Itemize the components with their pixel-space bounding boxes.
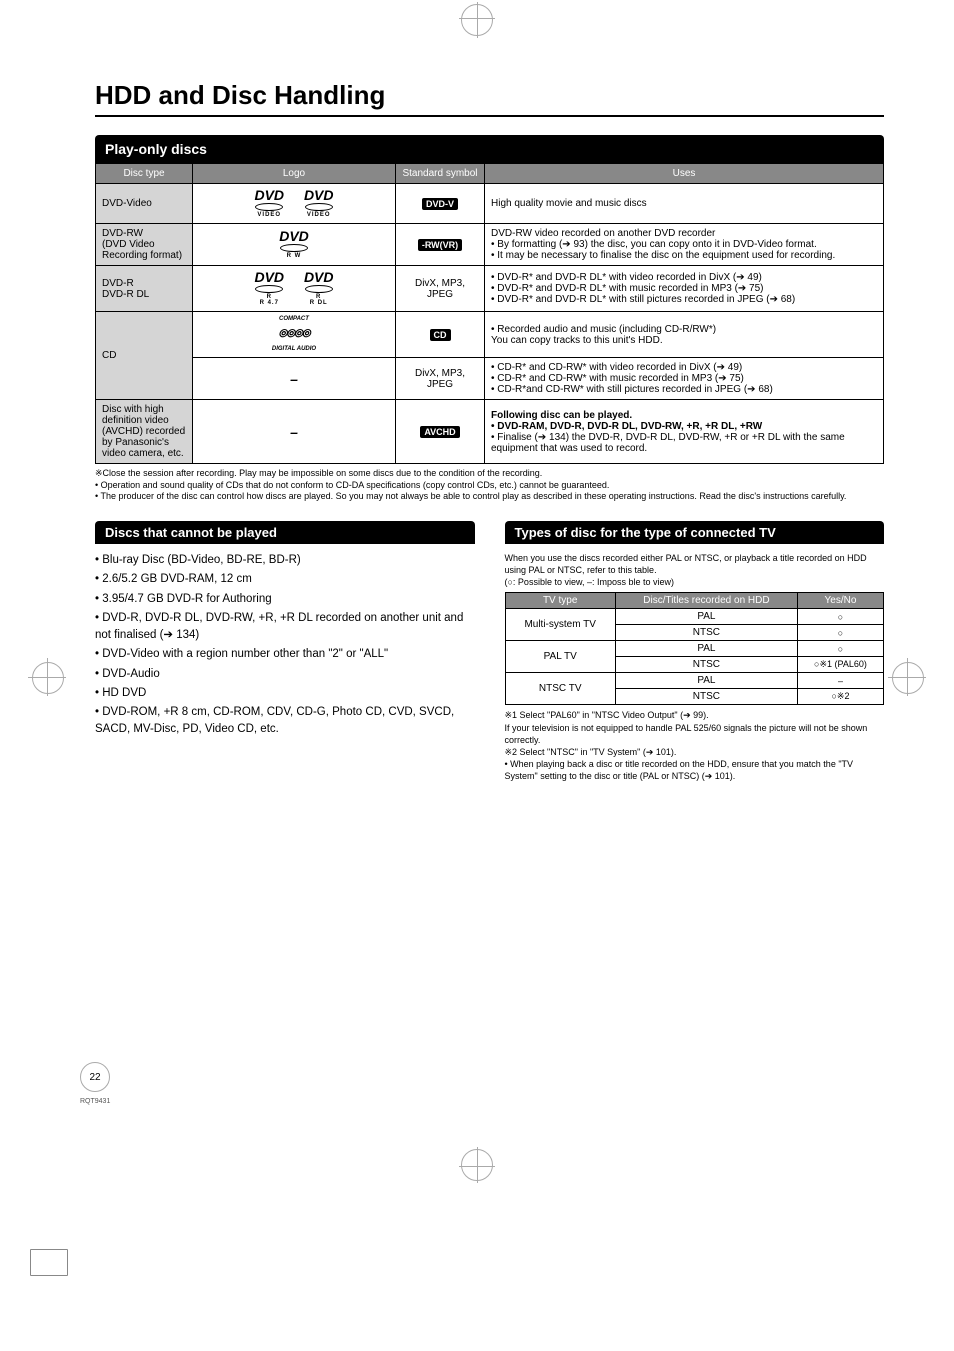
page-content: HDD and Disc Handling Play-only discs Di…	[0, 40, 954, 1145]
th-disc-titles: Disc/Titles recorded on HDD	[615, 593, 797, 609]
document-id: RQT9431	[80, 1098, 110, 1105]
th-uses: Uses	[485, 164, 884, 184]
right-column: Types of disc for the type of connected …	[505, 521, 885, 782]
table-row: – DivX, MP3, JPEG • CD-R* and CD-RW* wit…	[96, 358, 884, 400]
list-item: 3.95/4.7 GB DVD-R for Authoring	[95, 591, 475, 608]
table-row: DVD-R DVD-R DL DVDR R 4.7 DVDR R DL DivX…	[96, 266, 884, 312]
list-item: DVD-R, DVD-R DL, DVD-RW, +R, +R DL recor…	[95, 610, 475, 645]
th-disc-type: Disc type	[96, 164, 193, 184]
list-item: DVD-Video with a region number other tha…	[95, 646, 475, 663]
crop-mark-right	[890, 660, 924, 694]
section-play-only-discs: Play-only discs	[95, 135, 884, 163]
table-row: Disc with high definition video (AVCHD) …	[96, 400, 884, 464]
th-yes-no: Yes/No	[797, 593, 883, 609]
cd-logo-icon: COMPACT ⦾⦾⦾⦾ DIGITAL AUDIO	[272, 316, 316, 353]
cell-uses: DVD-RW video recorded on another DVD rec…	[485, 224, 884, 266]
cell-symbol: DivX, MP3, JPEG	[396, 358, 485, 400]
header-discs-cannot-play: Discs that cannot be played	[95, 521, 475, 544]
cell-symbol: DivX, MP3, JPEG	[396, 266, 485, 312]
tv-intro: When you use the discs recorded either P…	[505, 552, 885, 588]
cell-logo: –	[193, 400, 396, 464]
cell-type: DVD-RW (DVD Video Recording format)	[96, 224, 193, 266]
tv-notes: ※1 Select "PAL60" in "NTSC Video Output"…	[505, 709, 885, 782]
list-item: HD DVD	[95, 685, 475, 702]
th-symbol: Standard symbol	[396, 164, 485, 184]
table-row: Multi-system TV PAL ○	[505, 609, 884, 625]
table-notes: ※Close the session after recording. Play…	[95, 468, 884, 503]
crop-mark-left	[30, 660, 64, 694]
table-row: DVD-RW (DVD Video Recording format) DVDR…	[96, 224, 884, 266]
page-number: 22	[80, 1062, 110, 1092]
cell-logo: COMPACT ⦾⦾⦾⦾ DIGITAL AUDIO	[193, 312, 396, 358]
cell-uses: • Recorded audio and music (including CD…	[485, 312, 884, 358]
cell-type: DVD-R DVD-R DL	[96, 266, 193, 312]
list-item: Blu-ray Disc (BD-Video, BD-RE, BD-R)	[95, 552, 475, 569]
cell-uses: Following disc can be played. • DVD-RAM,…	[485, 400, 884, 464]
dvd-logo-icon: DVDR W	[279, 229, 309, 259]
disc-table: Disc type Logo Standard symbol Uses DVD-…	[95, 163, 884, 464]
table-row: PAL TV PAL ○	[505, 641, 884, 657]
list-item: DVD-Audio	[95, 666, 475, 683]
dvd-logo-icon: DVDVIDEO	[304, 188, 334, 218]
cell-uses: • DVD-R* and DVD-R DL* with video record…	[485, 266, 884, 312]
cell-uses: High quality movie and music discs	[485, 184, 884, 224]
title-underline	[95, 115, 884, 117]
cell-symbol: AVCHD	[396, 400, 485, 464]
list-item: 2.6/5.2 GB DVD-RAM, 12 cm	[95, 571, 475, 588]
cell-type: Disc with high definition video (AVCHD) …	[96, 400, 193, 464]
tv-table: TV type Disc/Titles recorded on HDD Yes/…	[505, 592, 885, 705]
page-title: HDD and Disc Handling	[95, 80, 884, 111]
cell-symbol: CD	[396, 312, 485, 358]
cell-logo: DVDR W	[193, 224, 396, 266]
cannot-play-list: Blu-ray Disc (BD-Video, BD-RE, BD-R) 2.6…	[95, 552, 475, 739]
cell-uses: • CD-R* and CD-RW* with video recorded i…	[485, 358, 884, 400]
cell-symbol: -RW(VR)	[396, 224, 485, 266]
header-tv-types: Types of disc for the type of connected …	[505, 521, 885, 544]
table-row: DVD-Video DVDVIDEO DVDVIDEO DVD-V High q…	[96, 184, 884, 224]
cell-type: DVD-Video	[96, 184, 193, 224]
dvd-logo-icon: DVDR R 4.7	[254, 270, 284, 306]
crop-mark-top	[0, 0, 954, 40]
th-logo: Logo	[193, 164, 396, 184]
left-column: Discs that cannot be played Blu-ray Disc…	[95, 521, 475, 782]
cell-symbol: DVD-V	[396, 184, 485, 224]
table-row: NTSC TV PAL –	[505, 673, 884, 689]
cell-logo: DVDR R 4.7 DVDR R DL	[193, 266, 396, 312]
book-fold-icon	[30, 1249, 70, 1277]
table-row: CD COMPACT ⦾⦾⦾⦾ DIGITAL AUDIO CD • Recor…	[96, 312, 884, 358]
cell-logo: DVDVIDEO DVDVIDEO	[193, 184, 396, 224]
list-item: DVD-ROM, +R 8 cm, CD-ROM, CDV, CD-G, Pho…	[95, 704, 475, 739]
cell-type: CD	[96, 312, 193, 400]
page-footer: 22 RQT9431	[95, 1062, 884, 1105]
crop-mark-bottom	[0, 1145, 954, 1185]
cell-logo: –	[193, 358, 396, 400]
th-tv-type: TV type	[505, 593, 615, 609]
dvd-logo-icon: DVDVIDEO	[254, 188, 284, 218]
dvd-logo-icon: DVDR R DL	[304, 270, 334, 306]
